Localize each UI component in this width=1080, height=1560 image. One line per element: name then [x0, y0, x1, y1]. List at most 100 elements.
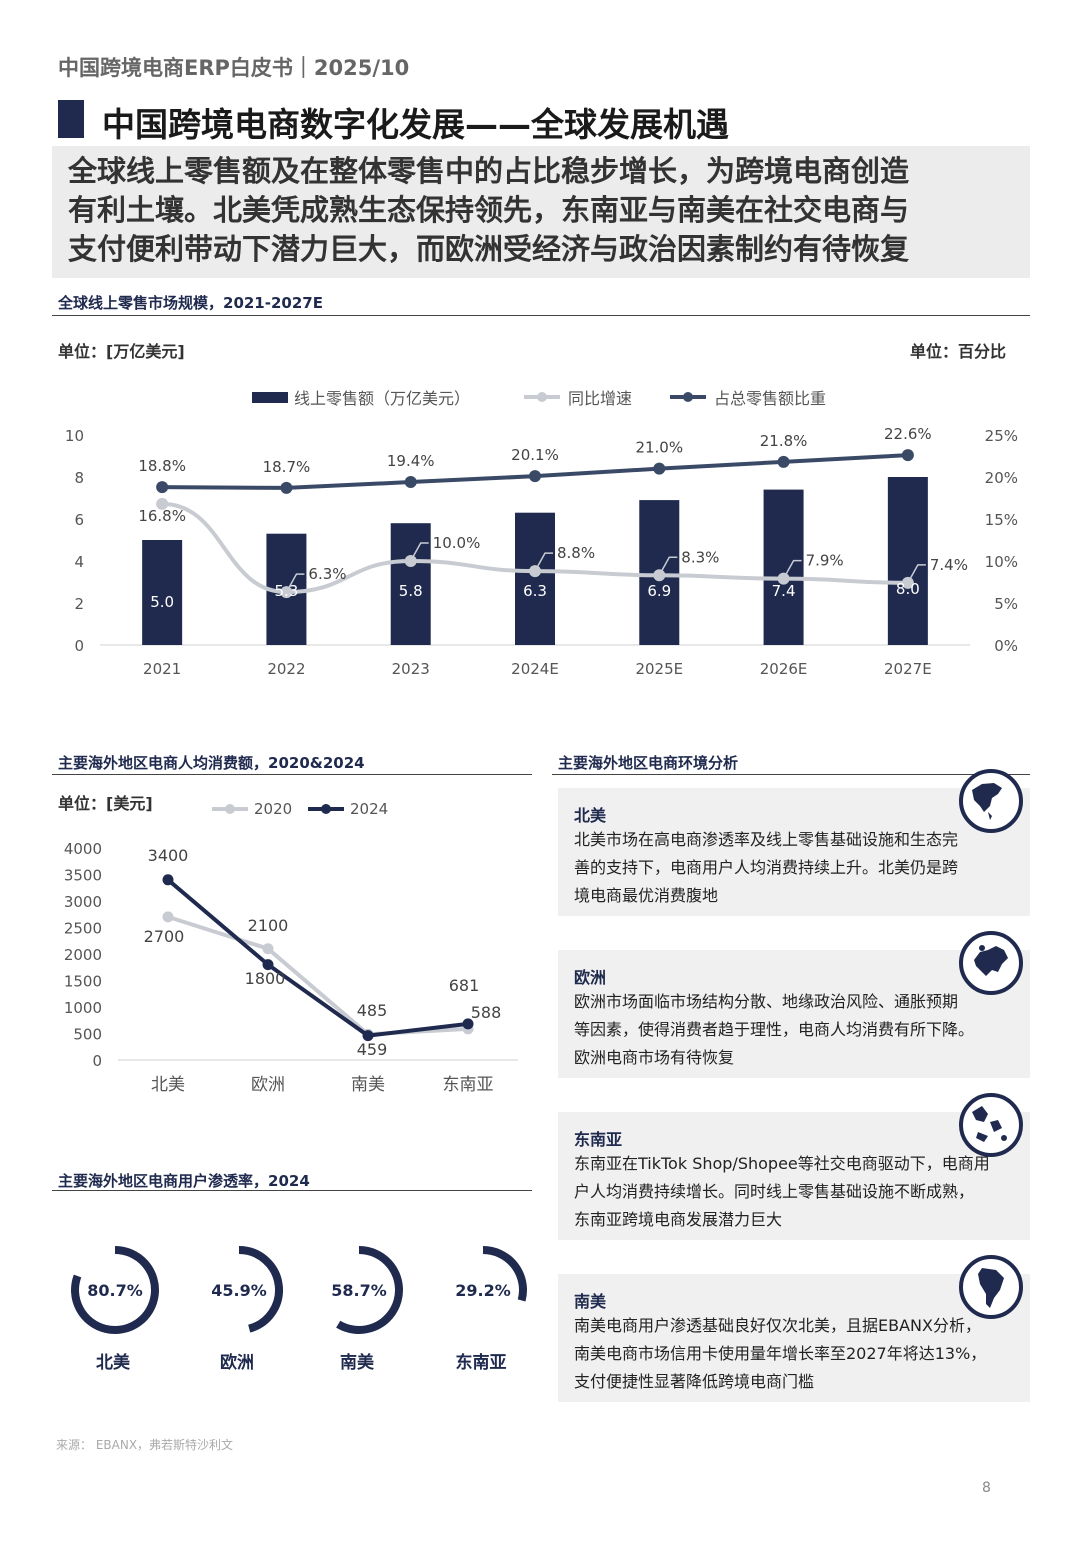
bar-online-retail: [515, 512, 555, 645]
y-left-tick-label: 0: [74, 637, 84, 655]
ring-value-label: 29.2%: [455, 1281, 511, 1300]
y-right-tick-label: 20%: [985, 469, 1018, 487]
growth-label-leader: [782, 559, 802, 580]
growth-data-label: 16.8%: [138, 507, 186, 525]
growth-data-label: 7.4%: [930, 556, 968, 574]
spend-data-label: 681: [449, 976, 480, 995]
bar-data-label: 8.0: [896, 580, 920, 598]
x-tick-label: 东南亚: [443, 1075, 494, 1095]
share-data-label: 18.7%: [263, 458, 311, 476]
chart1-unit-left: 单位：[万亿美元]: [58, 342, 185, 361]
card-body: 北美市场在高电商渗透率及线上零售基础设施和生态完 善的支持下，电商用户人均消费持…: [574, 826, 1024, 910]
y-left-tick-label: 8: [74, 469, 84, 487]
card-body: 东南亚在TikTok Shop/Shopee等社交电商驱动下，电商用 户人均消费…: [574, 1150, 1024, 1234]
x-tick-label: 2024E: [511, 660, 559, 678]
chart2-unit: 单位：[美元]: [58, 794, 153, 813]
section-divider: [52, 774, 532, 775]
card-body: 南美电商用户渗透基础良好仅次北美，且据EBANX分析， 南美电商市场信用卡使用量…: [574, 1312, 1024, 1396]
analysis-card-europe: 欧洲 欧洲市场面临市场结构分散、地缘政治风险、通胀预期 等因素，使得消费者趋于理…: [558, 950, 1030, 1078]
spend-data-label: 2100: [248, 916, 289, 935]
growth-data-label: 8.8%: [557, 544, 595, 562]
analysis-card-southeast-asia: 东南亚 东南亚在TikTok Shop/Shopee等社交电商驱动下，电商用 户…: [558, 1112, 1030, 1240]
point-share-of-retail: [529, 470, 541, 483]
share-data-label: 21.0%: [635, 439, 683, 457]
card-line: 支付便捷性显著降低跨境电商门槛: [574, 1372, 815, 1391]
online-retail-combo-chart: 0 2 4 6 8 10 0% 5% 10% 15% 20% 25% 2021 2022 2023 2024E…: [65, 425, 1018, 678]
growth-data-label: 10.0%: [433, 534, 481, 552]
analysis-card-south-america: 南美 南美电商用户渗透基础良好仅次北美，且据EBANX分析， 南美电商市场信用卡…: [558, 1274, 1030, 1402]
card-line: 北美市场在高电商渗透率及线上零售基础设施和生态完: [574, 830, 959, 849]
point-series-2020: [262, 943, 274, 955]
y-tick-label: 1000: [64, 999, 102, 1017]
ring-region-label: 欧洲: [220, 1352, 254, 1373]
legend-swatch-line-dark: [670, 392, 706, 402]
southeast-asia-icon: [959, 1093, 1023, 1157]
y-left-tick-label: 2: [74, 595, 84, 613]
point-series-2020: [162, 911, 174, 923]
y-right-tick-label: 15%: [985, 511, 1018, 529]
y-right-tick-label: 25%: [985, 427, 1018, 445]
card-line: 东南亚在TikTok Shop/Shopee等社交电商驱动下，电商用: [574, 1154, 990, 1173]
card-title: 北美: [574, 806, 607, 825]
analysis-section-title: 主要海外地区电商环境分析: [558, 754, 739, 772]
legend-item-online-retail: 线上零售额（万亿美元）: [252, 385, 470, 409]
spend-data-label: 1800: [245, 969, 286, 988]
card-line: 南美电商用户渗透基础良好仅次北美，且据EBANX分析，: [574, 1316, 981, 1335]
growth-label-leader: [285, 573, 305, 593]
summary-line: 支付便利带动下潜力巨大，而欧洲受经济与政治因素制约有待恢复: [68, 232, 910, 266]
ring-arc-penetration: [336, 1246, 403, 1334]
chart1-section-title: 全球线上零售市场规模，2021-2027E: [58, 294, 323, 312]
legend-item-2024: 2024: [306, 800, 388, 818]
point-share-of-retail: [280, 481, 293, 494]
y-right-tick-label: 10%: [985, 553, 1018, 571]
analysis-card-north-america: 北美 北美市场在高电商渗透率及线上零售基础设施和生态完 善的支持下，电商用户人均…: [558, 788, 1030, 916]
penetration-ring-charts: 80.7% 北美 45.9% 欧洲 58.7% 南美 29.2% 东南亚: [71, 1246, 527, 1373]
legend-swatch-2020: [212, 804, 248, 814]
x-tick-label: 北美: [151, 1075, 185, 1095]
chart1-unit-right: 单位：百分比: [910, 342, 1007, 361]
legend-label: 2020: [254, 800, 293, 818]
spend-data-label: 459: [357, 1040, 388, 1059]
y-right-tick-label: 0%: [994, 637, 1018, 655]
summary-box: [52, 146, 1030, 278]
share-data-label: 21.8%: [760, 432, 808, 450]
card-line: 南美电商市场信用卡使用量年增长率至2027年将达13%，: [574, 1344, 987, 1363]
share-data-label: 19.4%: [387, 452, 435, 470]
card-line: 欧洲电商市场有待恢复: [574, 1048, 735, 1067]
spend-data-label: 588: [471, 1003, 502, 1022]
x-tick-label: 2026E: [760, 660, 808, 678]
ring-value-label: 58.7%: [331, 1281, 387, 1300]
title-accent-bar: [58, 100, 84, 138]
card-title: 南美: [574, 1292, 607, 1311]
y-tick-label: 4000: [64, 840, 102, 858]
y-right-tick-label: 5%: [994, 595, 1018, 613]
point-yoy-growth: [156, 497, 169, 510]
y-left-tick-label: 4: [74, 553, 84, 571]
growth-label-leader: [534, 552, 553, 572]
growth-label-leader: [658, 556, 678, 576]
share-data-label: 22.6%: [884, 425, 932, 443]
document-header: 中国跨境电商ERP白皮书｜2025/10: [58, 56, 410, 80]
ring-arc-penetration: [238, 1246, 283, 1333]
point-share-of-retail: [777, 455, 790, 468]
per-capita-spend-line-chart: 0 500 1000 1500 2000 2500 3000 3500 4000 北美 欧洲 南美 东南…: [64, 840, 518, 1095]
bar-data-label: 6.3: [523, 582, 547, 600]
y-tick-label: 2000: [64, 946, 102, 964]
bar-data-label: 6.9: [647, 582, 671, 600]
ring-region-label: 北美: [96, 1352, 131, 1373]
ring-arc-penetration: [482, 1246, 527, 1302]
y-tick-label: 0: [92, 1052, 102, 1070]
page-number: 8: [982, 1480, 991, 1496]
legend-swatch-bar: [252, 391, 288, 403]
legend-label: 同比增速: [568, 389, 633, 408]
card-title: 欧洲: [574, 968, 607, 987]
ring-arc-penetration: [71, 1246, 159, 1334]
bar-data-label: 7.4: [772, 582, 796, 600]
ring-region-label: 南美: [340, 1352, 375, 1373]
legend-item-yoy-growth: 同比增速: [522, 385, 632, 409]
summary-line: 全球线上零售额及在整体零售中的占比稳步增长，为跨境电商创造: [68, 154, 910, 188]
y-tick-label: 2500: [64, 920, 102, 938]
bar-data-label: 5.8: [399, 582, 423, 600]
x-tick-label: 2021: [143, 660, 181, 678]
legend-swatch-2024: [308, 804, 344, 814]
